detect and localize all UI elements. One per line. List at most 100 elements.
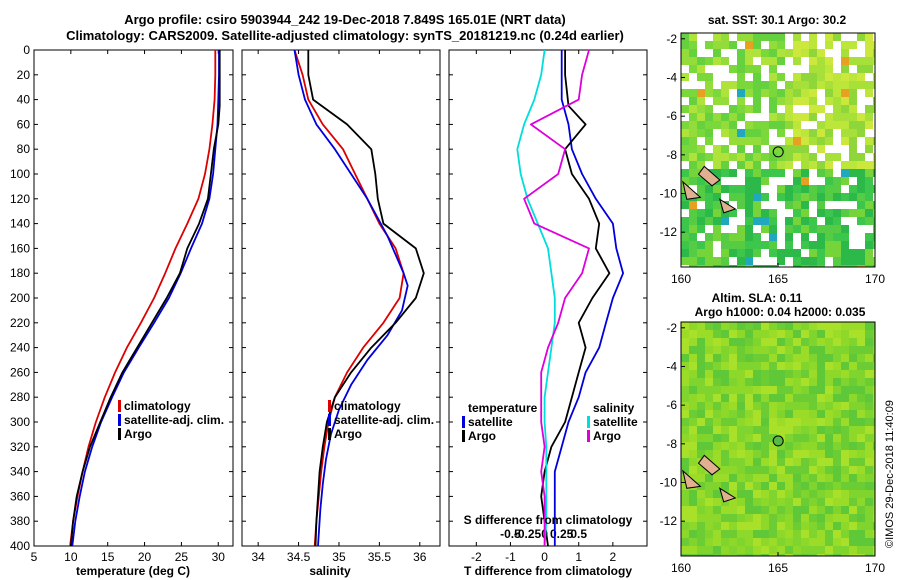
lon-tick-label: 170 (865, 561, 885, 575)
depth-tick-label: 380 (10, 514, 30, 528)
map-cell (841, 129, 849, 137)
map-cell (697, 498, 705, 506)
map-cell (777, 129, 785, 137)
map-cell (841, 177, 849, 185)
map-cell (681, 546, 689, 554)
map-cell (761, 370, 769, 378)
map-cell (777, 410, 785, 418)
island (718, 198, 737, 214)
map-cell (745, 233, 753, 241)
x-tick-label: 5 (31, 550, 38, 564)
map-cell (737, 410, 745, 418)
map-cell (841, 410, 849, 418)
map-cell (785, 362, 793, 370)
map-cell (697, 450, 705, 458)
map-cell (793, 57, 801, 65)
map-cell (705, 185, 713, 193)
map-cell (817, 81, 825, 89)
map-cell (777, 450, 785, 458)
map-cell (841, 498, 849, 506)
map-cell (689, 241, 697, 249)
map-cell (809, 474, 817, 482)
map-cell (801, 370, 809, 378)
map-cell (745, 426, 753, 434)
map-cell (785, 458, 793, 466)
map-cell (873, 265, 875, 267)
map-cell (841, 402, 849, 410)
lon-tick-label: 170 (865, 272, 885, 286)
map-cell (825, 129, 833, 137)
map-cell (729, 490, 737, 498)
map-cell (721, 121, 729, 129)
map-cell (833, 105, 841, 113)
map-cell (721, 554, 729, 556)
map-cell (721, 514, 729, 522)
map-cell (769, 169, 777, 177)
map-cell (681, 370, 689, 378)
map-cell (697, 97, 705, 105)
depth-tick-label: 400 (10, 539, 30, 553)
map-cell (737, 105, 745, 113)
map-cell (713, 145, 721, 153)
map-cell (793, 265, 801, 267)
map-cell (729, 249, 737, 257)
map-cell (705, 113, 713, 121)
map-cell (841, 137, 849, 145)
map-cell (865, 506, 873, 514)
map-cell (833, 450, 841, 458)
map-cell (697, 522, 705, 530)
map-cell (825, 33, 833, 41)
map-cell (769, 410, 777, 418)
map-cell (857, 458, 865, 466)
map-cell (809, 105, 817, 113)
map-cell (745, 482, 753, 490)
map-cell (793, 33, 801, 41)
map-cell (689, 217, 697, 225)
map-cell (809, 522, 817, 530)
map-cell (737, 65, 745, 73)
map-cell (737, 97, 745, 105)
map-cell (833, 482, 841, 490)
map-cell (761, 482, 769, 490)
map-cell (785, 145, 793, 153)
map-cell (737, 546, 745, 554)
map-cell (801, 153, 809, 161)
map-cell (817, 362, 825, 370)
map-cell (761, 378, 769, 386)
map-cell (761, 89, 769, 97)
map-cell (817, 73, 825, 81)
map-cell (865, 185, 873, 193)
map-cell (777, 378, 785, 386)
map-cell (825, 418, 833, 426)
map-cell (697, 506, 705, 514)
map-cell (873, 474, 875, 482)
map-cell (729, 241, 737, 249)
map-cell (769, 474, 777, 482)
map-cell (801, 322, 809, 330)
map-cell (833, 514, 841, 522)
map-cell (817, 554, 825, 556)
map-cell (801, 41, 809, 49)
map-cell (689, 145, 697, 153)
map-cell (697, 514, 705, 522)
map-cell (841, 554, 849, 556)
x-tick-label: 34.5 (287, 550, 311, 564)
map-cell (697, 249, 705, 257)
map-cell (737, 370, 745, 378)
map-cell (769, 434, 777, 442)
map-cell (857, 57, 865, 65)
map-cell (825, 458, 833, 466)
map-cell (873, 346, 875, 354)
map-cell (841, 249, 849, 257)
map-cell (793, 378, 801, 386)
map-cell (809, 137, 817, 145)
map-cell (777, 538, 785, 546)
lat-tick-label: -4 (666, 70, 677, 84)
map-cell (801, 466, 809, 474)
map-cell (857, 338, 865, 346)
map-cell (833, 338, 841, 346)
map-cell (689, 354, 697, 362)
map-cell (833, 225, 841, 233)
map-cell (697, 546, 705, 554)
series-line-satellite (293, 49, 409, 547)
